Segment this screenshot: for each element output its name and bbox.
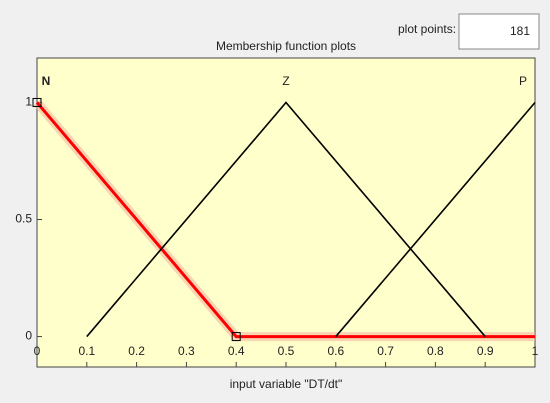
y-tick-label: 0.5 bbox=[15, 212, 32, 226]
x-tick-label: 0.9 bbox=[477, 344, 494, 358]
series-label: Z bbox=[282, 74, 289, 88]
series-label: P bbox=[519, 74, 527, 88]
x-tick-label: 0.2 bbox=[128, 344, 145, 358]
y-tick-label: 0 bbox=[25, 329, 32, 343]
vertex-handle bbox=[32, 97, 42, 107]
plot-points-label: plot points: bbox=[398, 22, 456, 36]
x-tick-label: 0.5 bbox=[278, 344, 295, 358]
chart-title: Membership function plots bbox=[216, 39, 356, 53]
line bbox=[35, 101, 535, 339]
x-tick-label: 0.3 bbox=[178, 344, 195, 358]
line bbox=[86, 101, 486, 338]
y-tick-label: 1 bbox=[25, 95, 32, 109]
x-tick-label: 0.1 bbox=[78, 344, 95, 358]
series-label: N bbox=[42, 74, 51, 88]
x-tick-label: 0.7 bbox=[377, 344, 394, 358]
x-tick-label: 0.6 bbox=[327, 344, 344, 358]
line bbox=[335, 101, 536, 338]
x-tick-label: 0.8 bbox=[427, 344, 444, 358]
x-axis-label: input variable "DT/dt" bbox=[230, 377, 343, 391]
plot-points-value[interactable]: 181 bbox=[510, 24, 530, 38]
x-tick-label: 0 bbox=[34, 344, 41, 358]
x-tick-label: 0.4 bbox=[228, 344, 245, 358]
plot-points-input[interactable] bbox=[458, 13, 540, 50]
plot-area bbox=[36, 57, 536, 368]
vertex-handle bbox=[231, 332, 241, 342]
x-tick-label: 1 bbox=[532, 344, 539, 358]
